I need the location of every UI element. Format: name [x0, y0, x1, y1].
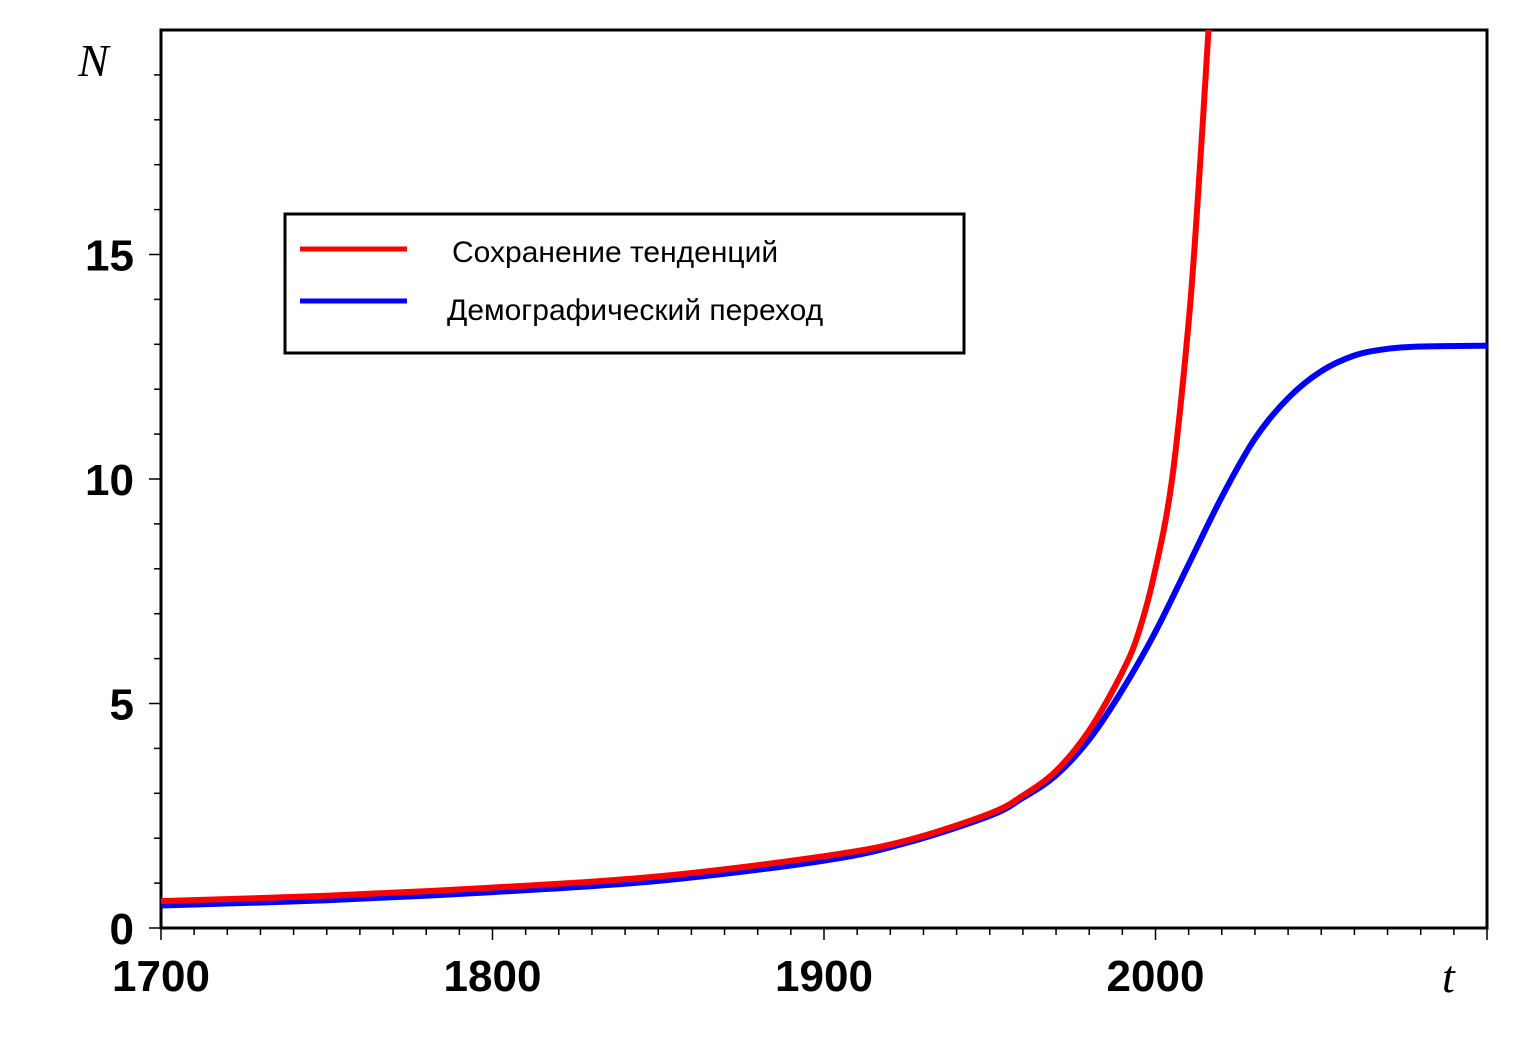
- legend-label-0: Сохранение тенденций: [452, 236, 778, 269]
- tick-labels: 1700 1800 1900 2000 0 5 10 15: [85, 232, 1204, 1002]
- minor-ticks: [149, 74, 1488, 940]
- y-tick-label-0: 0: [110, 905, 134, 954]
- plot-frame: [159, 28, 1489, 930]
- y-tick-label-15: 15: [85, 232, 134, 281]
- y-tick-label-5: 5: [110, 681, 134, 730]
- legend-box: [283, 212, 966, 355]
- x-axis-label: t: [1442, 951, 1456, 1002]
- x-tick-label-1700: 1700: [112, 952, 210, 1001]
- x-tick-label-1800: 1800: [444, 952, 542, 1001]
- legend-label-1: Демографический переход: [447, 294, 823, 327]
- series-layer: [160, 29, 1488, 909]
- series-line-1: [160, 342, 1488, 909]
- y-tick-label-10: 10: [85, 456, 134, 505]
- y-axis-label: N: [77, 35, 111, 86]
- x-tick-label-1900: 1900: [775, 952, 873, 1001]
- series-line-0: [160, 29, 1212, 905]
- legend: Сохранение тенденций Демографический пер…: [283, 212, 966, 355]
- x-tick-label-2000: 2000: [1107, 952, 1205, 1001]
